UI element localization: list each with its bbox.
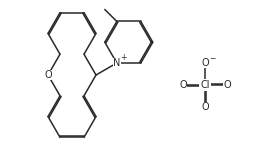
Text: O: O [44, 70, 52, 80]
Text: O: O [179, 80, 187, 90]
Text: O: O [201, 102, 209, 112]
Text: O: O [223, 80, 231, 90]
Text: N: N [113, 58, 120, 68]
Text: O: O [201, 58, 209, 68]
Text: +: + [120, 53, 126, 62]
Text: Cl: Cl [200, 80, 210, 90]
Text: −: − [209, 54, 215, 63]
